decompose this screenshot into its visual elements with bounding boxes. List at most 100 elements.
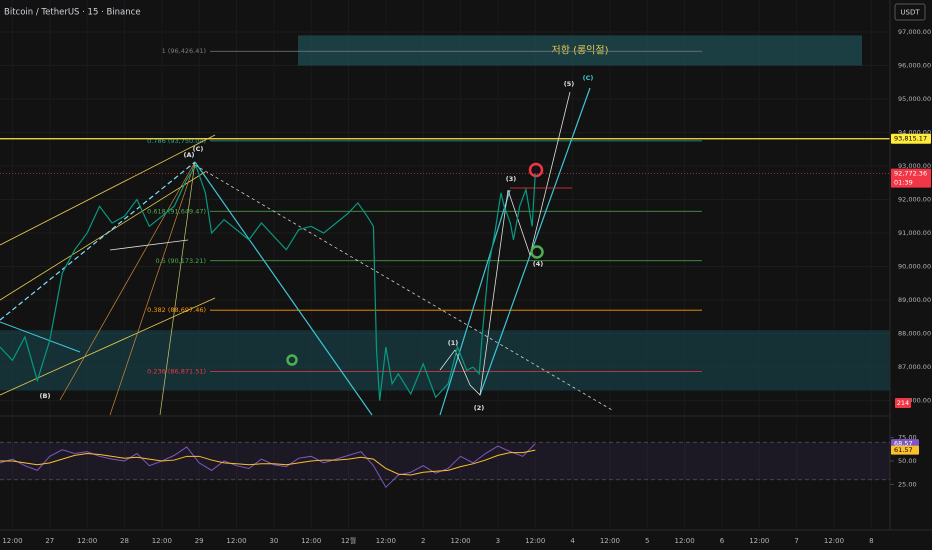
wave-label: (2)	[474, 404, 484, 412]
rsi-tag	[891, 445, 919, 455]
rsi-tag-label: 61.57	[894, 446, 913, 454]
y-tick-label: 87,000.00	[898, 363, 931, 371]
wave-label: (A)	[184, 151, 195, 159]
price-tag-label: 92,772.36	[894, 170, 927, 178]
axes: 86,000.00 87,000.00 88,000.00 89,000.00 90,0…	[2, 28, 931, 545]
wave-line	[439, 189, 511, 416]
resistance-zone	[298, 35, 862, 66]
price-line	[0, 164, 536, 401]
fib-label: 0.236 (86,871.51)	[147, 367, 206, 375]
x-tick-label: 30	[269, 537, 278, 545]
x-tick-label: 8	[869, 537, 873, 545]
y-tick-label: 97,000.00	[898, 28, 931, 36]
zone-label: 저항 (롱익절)	[552, 43, 609, 56]
x-tick-label: 12:00	[226, 537, 246, 545]
wave-label: (B)	[40, 392, 51, 400]
fib-label: 1 (96,426.41)	[162, 47, 206, 55]
trend-line	[0, 321, 81, 353]
fan-line	[59, 161, 196, 401]
wave-label: (1)	[448, 339, 458, 347]
x-tick-label: 28	[120, 537, 129, 545]
x-tick-label: 27	[45, 537, 54, 545]
y-tick-label: 94,000.00	[898, 129, 931, 137]
y-tick-label: 96,000.00	[898, 62, 931, 70]
marker-circle	[528, 162, 544, 178]
rsi-tick-label: 25.00	[898, 480, 917, 488]
wave-label: (5)	[564, 80, 574, 88]
volume-tag-label: 214	[897, 399, 909, 407]
fib-label: 0.5 (90,173.21)	[155, 257, 206, 265]
countdown-label: 01:39	[894, 179, 913, 187]
wave-path	[439, 91, 571, 396]
x-tick-label: 12:00	[376, 537, 396, 545]
x-tick-label: 7	[794, 537, 798, 545]
price-line	[0, 443, 536, 489]
x-tick-label: 12:00	[600, 537, 620, 545]
y-tick-label: 89,000.00	[898, 296, 931, 304]
fan-line	[159, 161, 196, 416]
wave-line	[479, 87, 591, 396]
x-tick-label: 4	[570, 537, 575, 545]
x-tick-label: 12월	[341, 536, 356, 545]
y-tick-label: 95,000.00	[898, 95, 931, 103]
marker-circle	[530, 245, 544, 259]
price-tag-label: 93,815.17	[894, 135, 927, 143]
x-tick-label: 5	[645, 537, 649, 545]
x-tick-label: 6	[720, 537, 725, 545]
x-tick-label: 12:00	[749, 537, 769, 545]
rsi-tick-label: 50.00	[898, 457, 917, 465]
x-tick-label: 12:00	[450, 537, 470, 545]
support-zone	[0, 330, 890, 391]
wave-labels: (A) (C) (B) (1) (2) (3) (4) (5) (C)	[40, 74, 594, 412]
y-tick-label: 91,000.00	[898, 229, 931, 237]
y-tick-label: 92,000.00	[898, 196, 931, 204]
x-tick-label: 12:00	[301, 537, 321, 545]
marker-circle	[286, 354, 298, 366]
dashed-trend	[0, 161, 196, 321]
currency-button[interactable]	[894, 3, 926, 21]
currency-label[interactable]: USDT	[900, 9, 920, 17]
zones: 저항 (롱익절) 1 (96,426.41) 0.786 (93,750.04) 0.…	[0, 35, 890, 391]
x-tick-label: 2	[421, 537, 425, 545]
fib-label: 0.786 (93,750.04)	[147, 137, 206, 145]
channel-line	[0, 171, 206, 301]
rsi-tick-label: 75.00	[898, 434, 917, 442]
y-tick-label: 93,000.00	[898, 162, 931, 170]
price-tag	[891, 168, 931, 188]
rsi-panel	[0, 437, 894, 489]
x-tick-label: 12:00	[824, 537, 844, 545]
channel-line	[0, 297, 216, 396]
x-tick-label: 3	[496, 537, 500, 545]
volume-tag	[895, 398, 911, 408]
y-tick-label: 86,000.00	[898, 397, 931, 405]
fan-line	[109, 161, 196, 416]
channel-line	[0, 134, 216, 246]
trend-line	[109, 239, 189, 251]
rsi-tag-label: 68.57	[894, 440, 913, 448]
x-tick-label: 12:00	[525, 537, 545, 545]
drawings	[0, 87, 613, 416]
wave-label: (4)	[533, 260, 543, 268]
x-tick-label: 12:00	[77, 537, 97, 545]
fib-label: 0.618 (91,649.47)	[147, 207, 206, 215]
y-tick-label: 88,000.00	[898, 330, 931, 338]
dashed-trend	[194, 164, 613, 411]
x-tick-label: 12:00	[152, 537, 172, 545]
price-line	[0, 449, 536, 476]
wave-label: (C)	[193, 145, 204, 153]
chart-title: Bitcoin / TetherUS · 15 · Binance	[4, 8, 141, 18]
x-tick-label: 12:00	[2, 537, 22, 545]
price-series	[0, 164, 536, 401]
wave-label: (C)	[583, 74, 594, 82]
trend-line	[194, 161, 373, 416]
x-tick-label: 29	[195, 537, 204, 545]
rsi-band	[0, 442, 890, 480]
wave-label: (3)	[506, 175, 516, 183]
y-tick-label: 90,000.00	[898, 263, 931, 271]
fib-label: 0.382 (88,697.46)	[147, 306, 206, 314]
x-tick-label: 12:00	[675, 537, 695, 545]
